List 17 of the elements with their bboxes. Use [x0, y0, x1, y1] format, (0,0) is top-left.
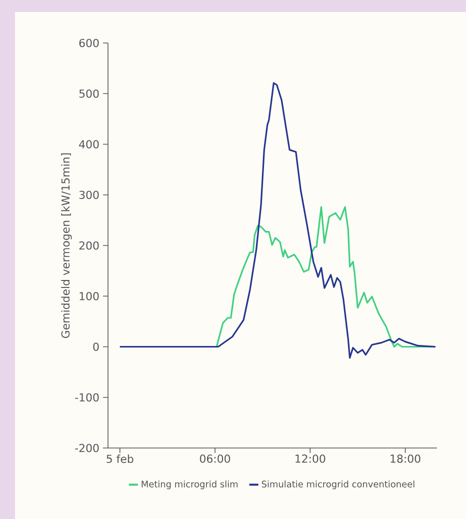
y-tick-label: 300 — [79, 190, 99, 200]
legend-label: Meting microgrid slim — [142, 480, 238, 490]
y-tick-label: 0 — [93, 342, 99, 351]
y-axis-title: Gemiddeld vermogen [kW/15min] — [61, 153, 72, 338]
y-tick-label: 600 — [79, 38, 99, 48]
x-tick-label: 12:00 — [296, 454, 326, 463]
x-tick-label: 06:00 — [200, 454, 230, 463]
x-tick-label: 5 feb — [106, 454, 134, 463]
x-tick-label: 18:00 — [390, 454, 420, 463]
y-tick-label: 100 — [80, 292, 99, 300]
y-tick-label: 200 — [79, 241, 99, 250]
y-tick-label: 500 — [79, 89, 99, 98]
legend-label: Simulatie microgrid conventioneel — [262, 480, 414, 490]
line-series — [119, 82, 436, 359]
y-tick-label: -200 — [75, 444, 99, 452]
y-tick-label: 400 — [79, 140, 99, 148]
y-tick-label: -100 — [75, 393, 99, 402]
